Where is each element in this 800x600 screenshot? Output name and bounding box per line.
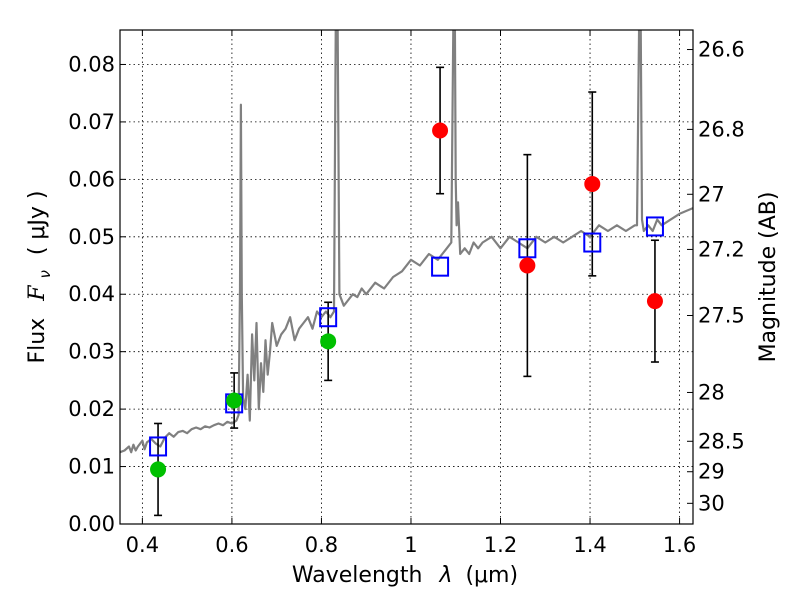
x-tick-label: 1.6	[663, 533, 696, 557]
model-square	[583, 232, 602, 253]
y2-axis-label: Magnitude (AB)	[756, 192, 781, 363]
data-point	[226, 392, 243, 409]
data-point	[150, 461, 167, 478]
x-axis-label-symbol: λ	[438, 563, 452, 588]
svg-text:Wavelength λ (μm): Wavelength λ (μm)	[292, 563, 518, 588]
spectrum-line	[120, 30, 693, 454]
x-tick-label: 0.8	[305, 533, 338, 557]
model-square	[518, 238, 537, 259]
model-square	[431, 256, 450, 277]
data-point	[320, 333, 337, 350]
observed-photometry-series	[150, 122, 663, 478]
model-spectrum-series	[120, 30, 693, 454]
model-photometry-series	[149, 216, 664, 457]
y2-tick-label: 27	[698, 182, 725, 206]
error-bars	[154, 66, 659, 517]
model-square	[149, 436, 168, 457]
x-tick-label: 1.2	[484, 533, 517, 557]
x-tick-label: 0.6	[215, 533, 248, 557]
x-tick-label: 0.4	[126, 533, 159, 557]
y-tick-label: 0.03	[68, 340, 115, 364]
y2-tick-label: 28	[698, 380, 725, 404]
x-axis-label: Wavelength λ (μm)	[292, 563, 518, 588]
x-tick-label: 1.4	[573, 533, 606, 557]
y2-tick-label: 27.5	[698, 303, 745, 327]
x-axis-label-prefix: Wavelength	[292, 563, 423, 588]
y2-tick-label: 30	[698, 491, 725, 515]
y-axis-label-subscript: ν	[36, 270, 54, 278]
data-point	[519, 257, 536, 274]
y2-tick-label: 27.2	[698, 237, 745, 261]
data-point	[584, 175, 601, 192]
model-square	[319, 307, 338, 328]
y-axis-label-unit: ( μJy )	[25, 190, 50, 255]
y-tick-label: 0.07	[68, 110, 115, 134]
y-tick-label: 0.05	[68, 225, 115, 249]
data-point	[646, 293, 663, 310]
svg-text:Flux F ν ( μ: Flux F ν ( μJy )	[25, 190, 56, 363]
x-axis-label-unit: (μm)	[465, 563, 518, 588]
y-axis-label: Flux F ν ( μJy )	[25, 190, 56, 363]
y-tick-label: 0.06	[68, 167, 115, 191]
y-tick-label: 0.00	[68, 512, 115, 536]
model-square	[645, 216, 664, 237]
y-tick-label: 0.02	[68, 397, 115, 421]
y-axis-label-prefix: Flux	[25, 318, 50, 364]
axis-ticks: 0.4 0.6 0.8 1 1.2 1.4 1.6 0.00 0.01 0.02 0.03 0.04 0…	[68, 30, 745, 557]
x-tick-label: 1	[404, 533, 417, 557]
grid-lines	[120, 30, 693, 525]
y-tick-label: 0.04	[68, 282, 115, 306]
y-tick-label: 0.08	[68, 52, 115, 76]
y-tick-label: 0.01	[68, 455, 115, 479]
y2-tick-label: 26.6	[698, 38, 745, 62]
data-point	[432, 122, 449, 139]
y2-tick-label: 26.8	[698, 117, 745, 141]
y2-tick-label: 29	[698, 460, 725, 484]
y-axis-label-symbol: F	[25, 285, 50, 302]
plot-frame	[119, 29, 694, 525]
y2-tick-label: 28.5	[698, 429, 745, 453]
